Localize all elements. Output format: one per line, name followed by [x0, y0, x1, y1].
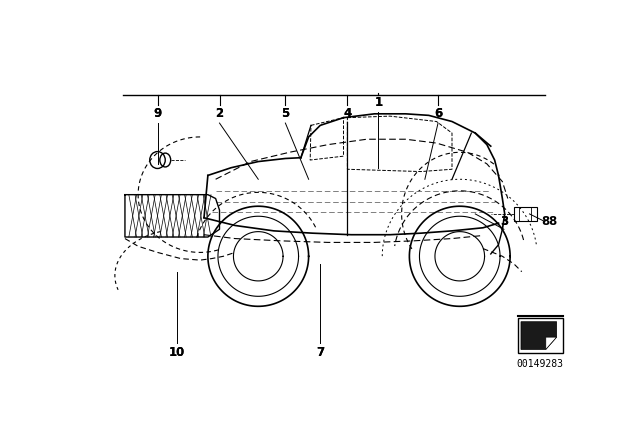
Text: 1: 1 [374, 96, 383, 109]
Text: 8: 8 [548, 215, 557, 228]
Text: 1: 1 [374, 96, 383, 109]
Text: 8: 8 [541, 215, 549, 228]
Polygon shape [546, 337, 557, 349]
Bar [514, 207, 537, 221]
Text: 2: 2 [216, 108, 223, 121]
Text: 7: 7 [316, 346, 324, 359]
Text: 6: 6 [434, 108, 442, 121]
Text: 9: 9 [154, 108, 162, 121]
Text: 10: 10 [169, 346, 185, 359]
Text: 5: 5 [281, 108, 289, 121]
Text: 9: 9 [154, 108, 162, 121]
Text: 3: 3 [500, 215, 508, 228]
Polygon shape [521, 322, 557, 349]
Text: 5: 5 [281, 108, 289, 121]
Text: 10: 10 [169, 346, 185, 359]
Text: 00149283: 00149283 [517, 359, 564, 369]
Text: 4: 4 [343, 108, 351, 121]
Text: 4: 4 [343, 108, 351, 121]
Bar [518, 318, 563, 353]
Text: 2: 2 [216, 108, 223, 121]
Text: 3: 3 [500, 215, 508, 228]
Text: 7: 7 [316, 346, 324, 359]
Text: 6: 6 [434, 108, 442, 121]
